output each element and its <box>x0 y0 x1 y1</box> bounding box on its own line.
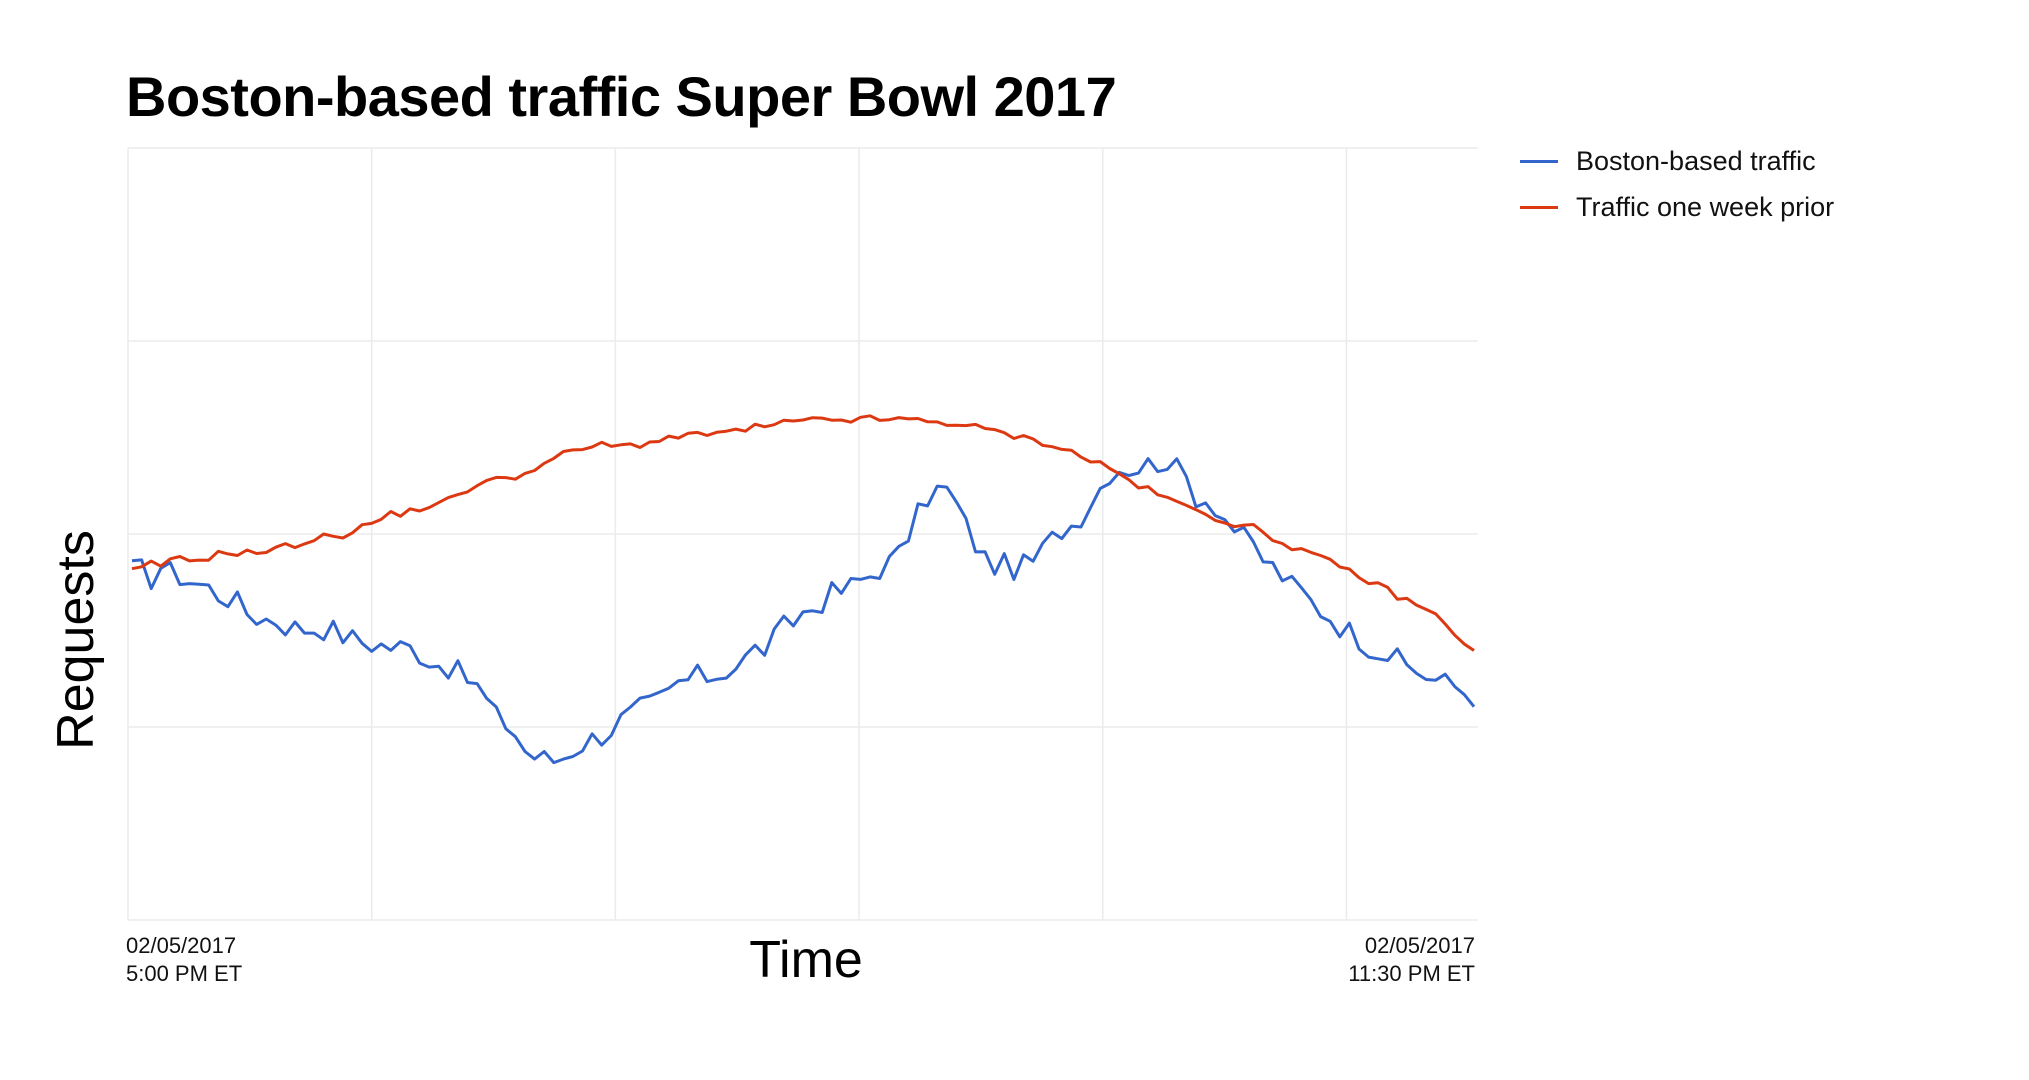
legend: Boston-based traffic Traffic one week pr… <box>1520 138 1834 230</box>
x-tick-end-time: 11:30 PM ET <box>1348 961 1475 986</box>
legend-swatch-boston <box>1520 159 1558 163</box>
legend-item-prior-week: Traffic one week prior <box>1520 184 1834 230</box>
x-tick-start-date: 02/05/2017 <box>126 933 237 958</box>
legend-item-boston: Boston-based traffic <box>1520 138 1834 184</box>
x-tick-end: 02/05/2017 11:30 PM ET <box>1348 932 1475 988</box>
x-axis-label: Time <box>749 931 863 989</box>
legend-swatch-prior-week <box>1520 205 1558 209</box>
x-tick-start-time: 5:00 PM ET <box>126 961 243 986</box>
series-line-prior-week <box>131 414 1475 652</box>
gridlines <box>127 147 1478 921</box>
chart-title: Boston-based traffic Super Bowl 2017 <box>126 65 1117 128</box>
legend-label-prior-week: Traffic one week prior <box>1576 191 1835 222</box>
series-lines <box>131 414 1476 765</box>
series-line-boston <box>131 457 1476 765</box>
legend-label-boston: Boston-based traffic <box>1576 145 1816 176</box>
y-axis-label: Requests <box>47 530 105 750</box>
x-tick-start: 02/05/2017 5:00 PM ET <box>126 932 242 988</box>
x-tick-end-date: 02/05/2017 <box>1364 933 1475 958</box>
